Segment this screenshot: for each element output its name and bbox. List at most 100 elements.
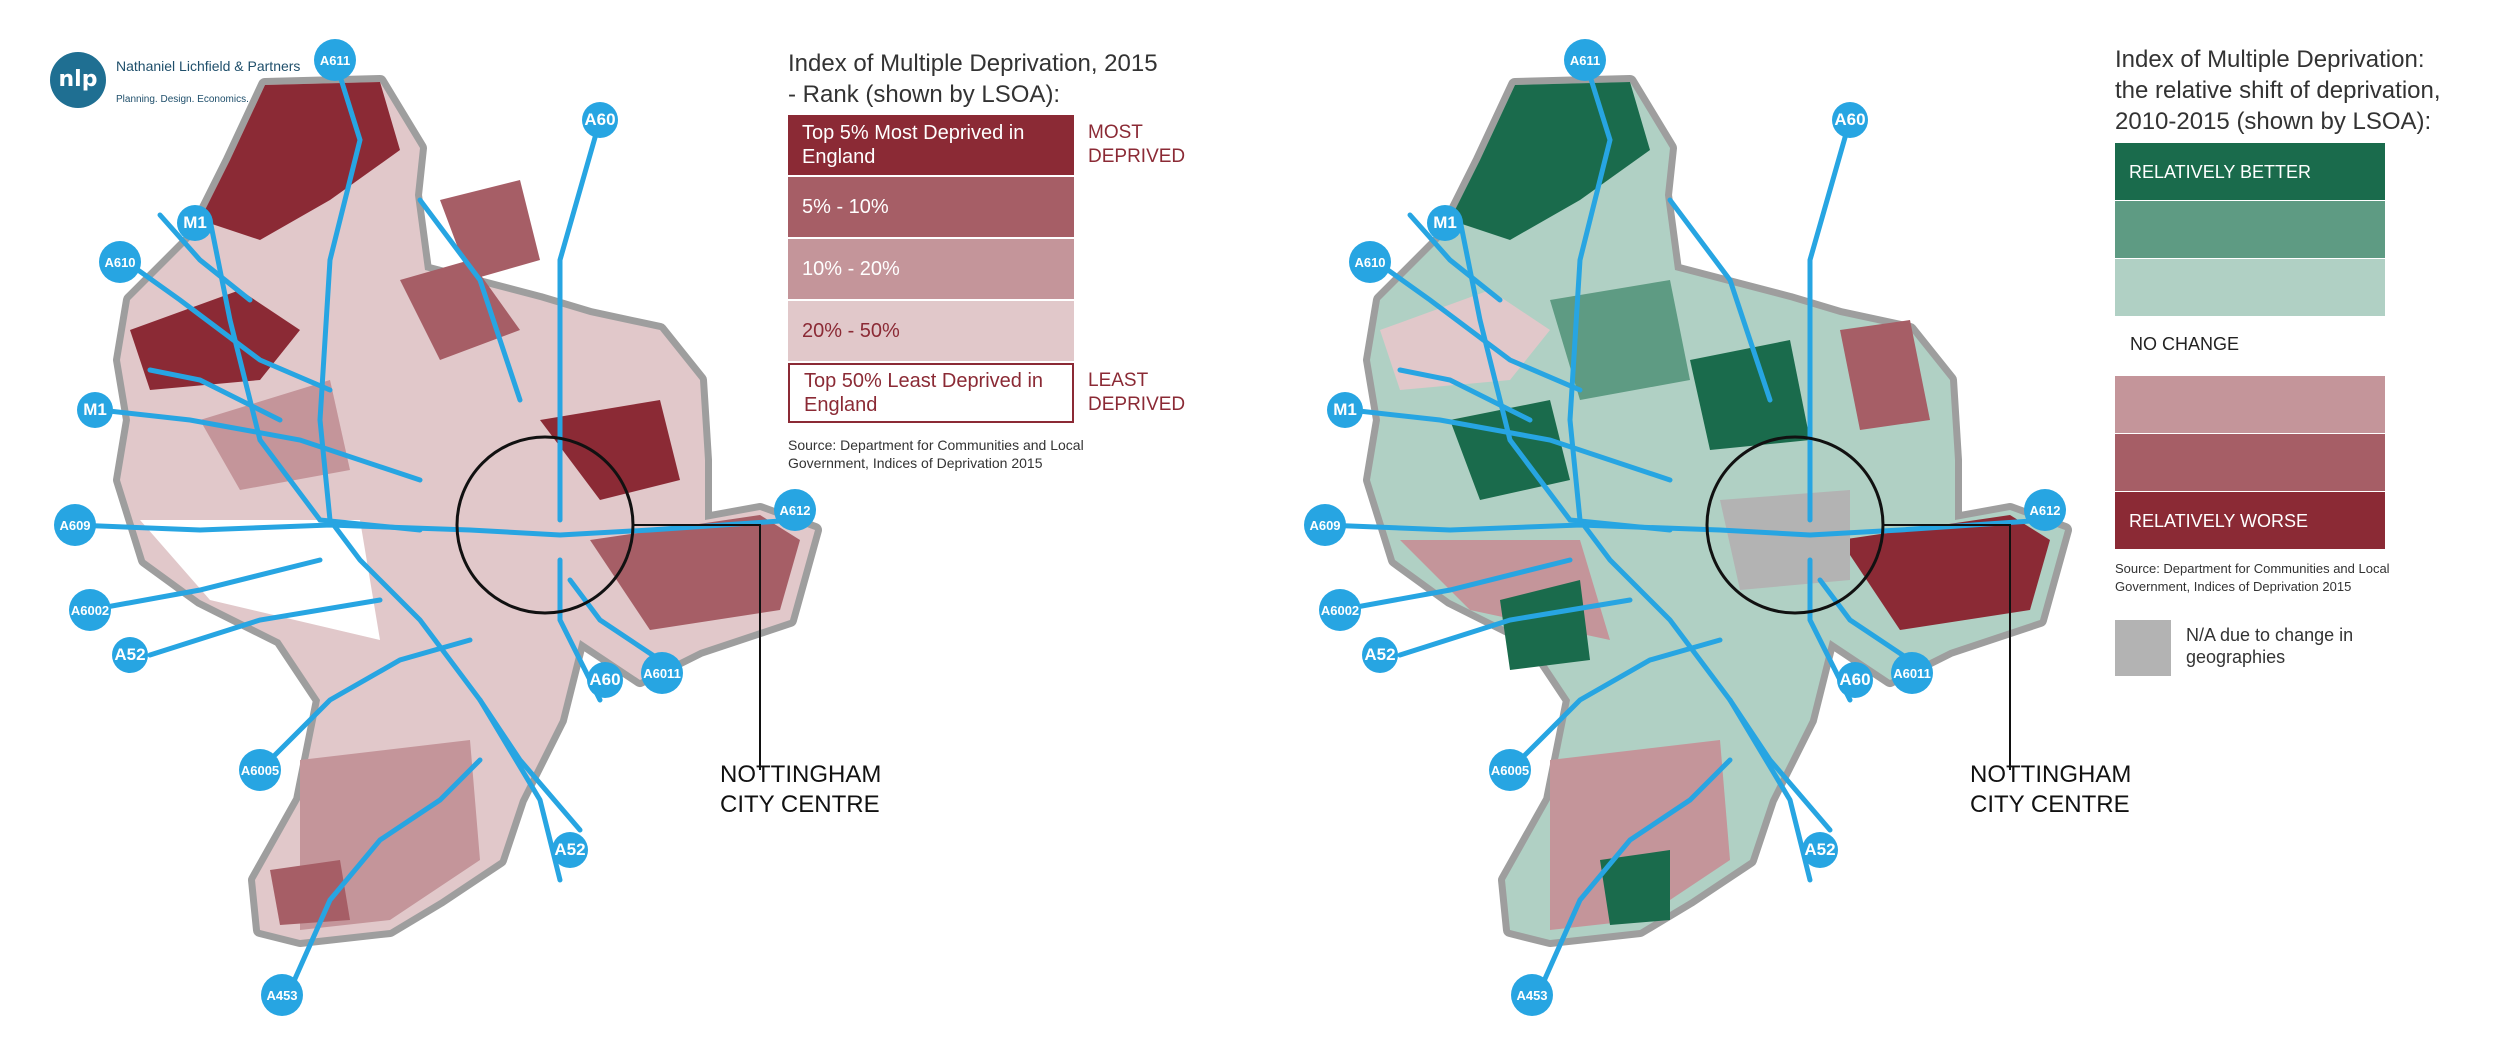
road-badge-label: A52 [1364,645,1395,664]
road-badge-a610: A610 [99,241,141,283]
road-badge-a6011: A6011 [1891,652,1933,694]
road-badge-label: A6011 [1893,666,1931,681]
road-badge-label: A609 [1309,518,1340,533]
road-badge-circle [314,39,356,81]
road-badge-label: A610 [1354,255,1385,270]
road-badge-label: A6005 [1491,763,1529,778]
legend-better-3 [2115,259,2385,316]
road-badge-circle [1349,241,1391,283]
road-badge-a6002: A6002 [69,589,111,631]
road-badge-a52: A52 [112,637,148,673]
road-badge-a612: A612 [2024,489,2066,531]
road-badge-m1: M1 [177,205,213,241]
road-badge-circle [641,652,683,694]
logo-name: Nathaniel Lichfield & Partners [116,58,301,74]
nlp-logo: nlp Nathaniel Lichfield & Partners Plann… [50,52,350,112]
road-badge-a60: A60 [582,102,618,138]
road-badge-circle [1832,102,1868,138]
left-area-far-south [270,860,350,925]
road-badge-a52: A52 [1362,637,1398,673]
road-badge-label: A6002 [1321,603,1359,618]
right-city-centre-leader [1883,524,2011,770]
na-swatch [2115,620,2171,676]
right-area-north-central [1550,280,1690,400]
left-area-west [130,290,300,390]
road-badge-circle [99,241,141,283]
road-badge-a611: A611 [1564,39,1606,81]
road-badge-circle [239,749,281,791]
road-badge-circle [1362,637,1398,673]
left-area-north [200,82,400,240]
road-badge-a60: A60 [587,662,623,698]
right-road-badges: A611 A60 M1 A610 M1 A609 A6002 A52 A6005 A60 A6011… [1304,39,2066,1016]
road-badge-label: A60 [1839,670,1870,689]
right-city-centre-label: NOTTINGHAM CITY CENTRE [1970,761,2132,818]
left-road-badges: A611 A60 M1 A610 M1 A609 A6002 A52 A6005 A60 A6011… [54,39,816,1016]
left-area-north-central [440,180,540,280]
road-badge-label: M1 [183,213,207,232]
road-badge-a6011: A6011 [641,652,683,694]
left-legend-title-2: - Rank (shown by LSOA): [788,81,1061,108]
left-area-southeast [590,515,800,630]
road-badge-a609: A609 [1304,504,1346,546]
right-roads [1322,57,2048,993]
road-badge-circle [261,974,303,1016]
road-badge-a6005: A6005 [1489,749,1531,791]
road-badge-a52: A52 [552,832,588,868]
road-badge-circle [1489,749,1531,791]
road-badge-a453: A453 [1511,974,1553,1016]
legend-worse-1 [2115,376,2385,433]
right-legend-title-3: 2010-2015 (shown by LSOA): [2115,108,2432,135]
road-badge-label: A609 [59,518,90,533]
road-badge-circle [774,489,816,531]
left-map: A611 A60 M1 A610 M1 A609 A6002 A52 A6005 A60 A6011… [54,39,816,1016]
road-badge-circle [1837,662,1873,698]
right-source: Source: Department for Communities and L… [2115,561,2390,594]
road-badge-m1: M1 [1327,392,1363,428]
road-badge-circle [582,102,618,138]
left-city-centre-leader [633,524,761,770]
road-badge-circle [2024,489,2066,531]
road-badge-a60: A60 [1832,102,1868,138]
road-badge-a612: A612 [774,489,816,531]
road-badge-m1: M1 [77,392,113,428]
road-badge-label: A611 [1570,53,1600,68]
road-badge-label: M1 [1333,400,1357,419]
road-badge-label: A60 [584,110,615,129]
na-label: N/A due to change in geographies [2186,625,2354,667]
road-badge-label: M1 [83,400,107,419]
right-area-south-central [1500,580,1590,670]
road-badge-label: A52 [554,840,585,859]
road-badge-label: A453 [266,988,297,1003]
legend-worse-2 [2115,434,2385,491]
road-badge-circle [1319,589,1361,631]
right-area-na [1720,490,1850,590]
road-badge-label: A60 [589,670,620,689]
left-city-centre-label: NOTTINGHAM CITY CENTRE [720,761,882,818]
road-badge-label: A6005 [241,763,279,778]
road-badge-circle [54,504,96,546]
road-badge-label: A453 [1516,988,1547,1003]
logo-tagline: Planning. Design. Economics. [116,94,249,105]
right-area-far-south [1600,850,1670,925]
road-badge-circle [77,392,113,428]
right-area-east [1840,320,1930,430]
road-badge-label: A52 [1804,840,1835,859]
left-legend-title-1: Index of Multiple Deprivation, 2015 [788,50,1158,77]
legend-better-1: RELATIVELY BETTER [2115,143,2385,200]
right-area-north [1450,82,1650,240]
road-badge-circle [1304,504,1346,546]
road-badge-circle [112,637,148,673]
right-area-southeast [1840,515,2050,630]
road-badge-a6002: A6002 [1319,589,1361,631]
legend-class-10-20: 10% - 20% [788,239,1074,299]
road-badge-circle [1564,39,1606,81]
left-source: Source: Department for Communities and L… [788,437,1084,471]
road-badge-label: A6011 [643,666,681,681]
least-deprived-label: LEAST DEPRIVED [1088,370,1186,415]
road-badge-label: A610 [104,255,135,270]
road-badge-circle [1891,652,1933,694]
road-badge-a453: A453 [261,974,303,1016]
road-badge-label: A6002 [71,603,109,618]
road-badge-a609: A609 [54,504,96,546]
